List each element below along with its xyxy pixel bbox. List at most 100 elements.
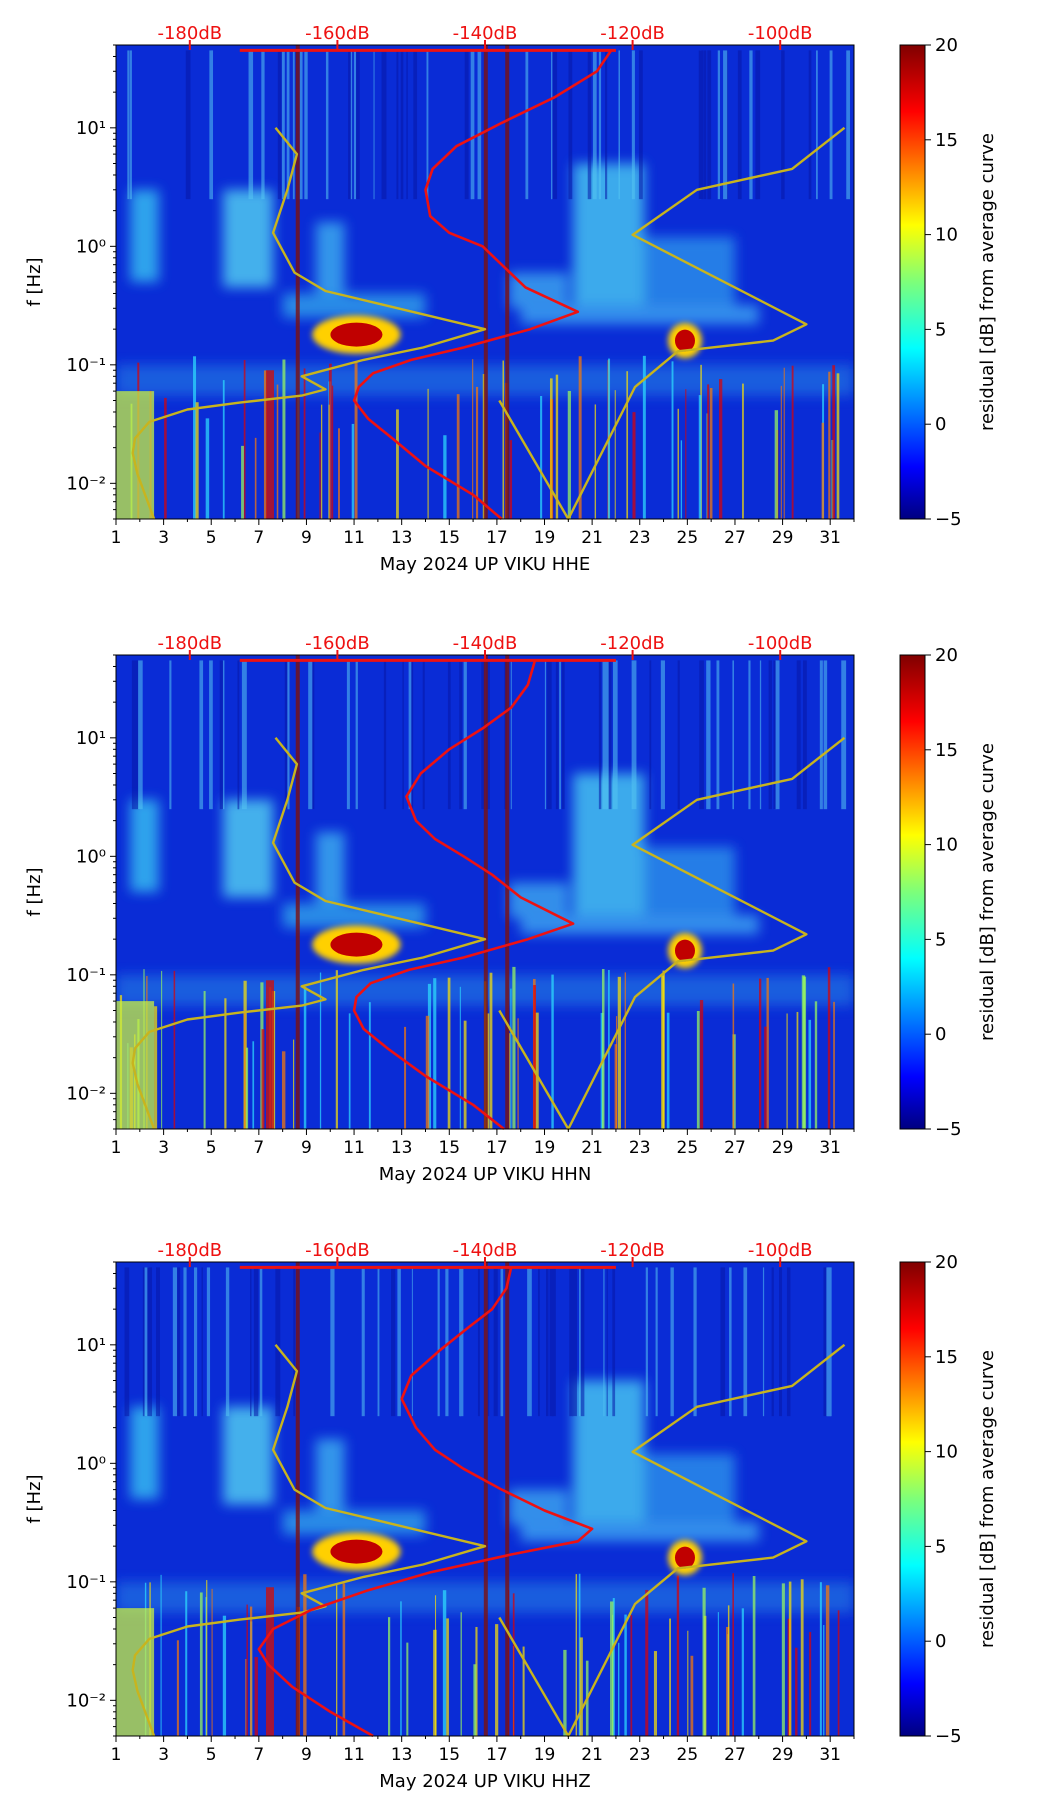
energy-band-0 [130,189,159,282]
x-tick-label: 23 [629,1138,651,1158]
energy-band-5 [644,236,735,318]
energy-band-2 [315,1439,345,1511]
top-axis-label: -100dB [748,1240,813,1261]
colorbar-tick-label: 15 [935,130,958,151]
early-month-low-band [116,1001,155,1129]
median-psd-curve [257,1267,594,1738]
y-tick-label: 10⁰ [76,236,106,257]
median-psd-curve [352,49,613,520]
colorbar-tick-label: 0 [935,1024,946,1045]
energy-band-2 [315,832,345,904]
x-tick-label: 1 [111,528,122,548]
x-tick-label: 15 [438,1745,460,1765]
data-gap-0 [295,655,300,1129]
data-gap-2 [505,1262,510,1736]
heatmap-low-frequency-streaks [116,355,840,519]
x-tick-label: 27 [724,528,746,548]
energy-band-1 [223,799,274,898]
colorbar-tick-label: 5 [935,929,946,950]
y-tick-label: 10⁰ [76,1453,106,1474]
x-tick-label: 21 [581,528,603,548]
top-axis-label: -140dB [453,23,518,44]
y-tick-label: 10⁻¹ [66,1572,106,1593]
hot-spot-core-1 [674,329,695,352]
noise-model-curve-0 [131,1344,487,1737]
colorbar-tick-label: 20 [935,1252,958,1273]
x-tick-label: 13 [391,1138,413,1158]
x-tick-label: 9 [301,1138,312,1158]
data-gap-2 [505,45,510,519]
noise-model-curve-1 [498,1343,846,1738]
colorbar-tick-label: 5 [935,1536,946,1557]
energy-band-1 [223,1406,274,1505]
top-axis-label: -140dB [453,1240,518,1261]
top-axis-label: -140dB [453,633,518,654]
colorbar-tick-label: 0 [935,414,946,435]
top-axis-label: -180dB [157,1240,222,1261]
data-gap-0 [295,45,300,519]
colorbar-gradient [899,654,926,1130]
x-tick-label: 13 [391,1745,413,1765]
data-gap-0 [295,1262,300,1736]
storm-streak [265,980,274,1129]
top-axis-label: -120dB [600,633,665,654]
x-tick-label: 25 [677,1745,699,1765]
y-axis-label: f [Hz] [24,867,45,916]
x-tick-label: 31 [819,1745,841,1765]
data-gap-2 [505,655,510,1129]
colorbar-tick-label: −5 [935,509,962,530]
top-axis-label: -180dB [157,633,222,654]
top-axis-label: -100dB [748,633,813,654]
x-tick-label: 5 [206,1745,217,1765]
spectrogram-heatmap [116,655,854,1129]
energy-band-0 [130,1406,159,1499]
x-tick-label: 11 [343,528,365,548]
x-tick-label: 17 [486,528,508,548]
y-tick-label: 10¹ [76,1335,106,1356]
x-tick-label: 25 [677,528,699,548]
heatmap-hot-spots [312,1532,702,1576]
colorbar-tick-label: −5 [935,1119,962,1140]
x-tick-label: 27 [724,1745,746,1765]
x-tick-label: 17 [486,1138,508,1158]
x-axis-label: May 2024 UP VIKU HHN [379,1164,592,1185]
noise-model-curve-1 [498,126,846,521]
energy-band-5 [644,846,735,928]
hot-spot-core-0 [330,322,383,347]
x-tick-label: 7 [253,1138,264,1158]
energy-band-3 [508,882,569,919]
x-tick-label: 5 [206,528,217,548]
noise-model-curve-0 [131,737,487,1130]
storm-streak [265,1587,274,1736]
hot-spot-core-0 [330,932,383,957]
x-tick-label: 29 [772,528,794,548]
energy-band-2 [315,222,345,294]
colorbar-label: residual [dB] from average curve [977,133,998,431]
colorbar-tick-label: 20 [935,35,958,56]
top-axis-label: -100dB [748,23,813,44]
colorbar-gradient [899,1261,926,1737]
data-gap-1 [483,1262,488,1736]
heatmap-vertical-stripes [124,1267,832,1417]
x-tick-label: 1 [111,1138,122,1158]
storm-streak [265,370,274,519]
x-tick-label: 17 [486,1745,508,1765]
colorbar: −5 0 5 10 15 20 residual [dB] from average cur… [899,1252,998,1747]
data-gap-1 [483,45,488,519]
colorbar: −5 0 5 10 15 20 residual [dB] from average cur… [899,645,998,1140]
y-tick-label: 10⁻² [66,1083,106,1104]
x-axis-label: May 2024 UP VIKU HHE [380,554,591,575]
early-month-low-band [116,391,155,519]
x-axis-label: May 2024 UP VIKU HHZ [379,1771,590,1792]
x-tick-label: 5 [206,1138,217,1158]
top-axis-label: -160dB [305,1240,370,1261]
energy-band-7 [520,304,759,325]
x-tick-label: 13 [391,528,413,548]
x-tick-label: 21 [581,1138,603,1158]
y-axis-label: f [Hz] [24,257,45,306]
energy-band-7 [520,914,759,935]
heatmap-hot-spots [312,315,702,359]
hot-spot-core-0 [330,1539,383,1564]
